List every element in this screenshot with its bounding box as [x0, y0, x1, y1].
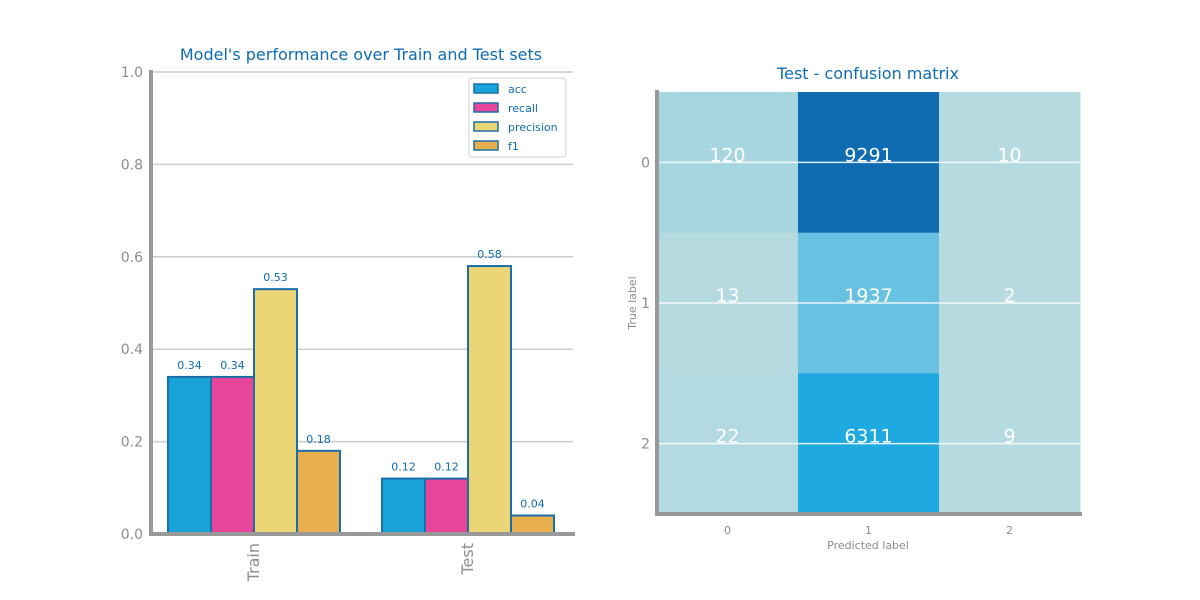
bar-chart: Model's performance over Train and Test …: [121, 45, 575, 582]
y-tick-label: 0.0: [121, 527, 143, 543]
x-tick-label: Test: [458, 543, 477, 576]
bar-data-labels: 0.34 0.34 0.53 0.18 0.12 0.12 0.58 0.04: [177, 248, 545, 510]
data-label: 0.53: [263, 271, 288, 284]
cm-cell-label: 9291: [844, 144, 892, 166]
cm-cell-label: 2: [1003, 285, 1015, 307]
bar-recall-train: [210, 375, 255, 536]
y-tick-label: 1.0: [121, 65, 143, 81]
bar-y-ticks: 0.0 0.2 0.4 0.6 0.8 1.0: [121, 65, 143, 543]
data-label: 0.12: [434, 461, 459, 474]
y-tick-label: 0.4: [121, 342, 143, 358]
bar-chart-title: Model's performance over Train and Test …: [180, 45, 542, 64]
confusion-matrix-axes: [655, 90, 1082, 516]
bar-marks: [167, 265, 555, 536]
cm-cell-label: 6311: [844, 426, 892, 448]
cm-x-tick-label: 0: [724, 524, 731, 537]
legend-label-precision: precision: [508, 121, 558, 134]
bar-f1-test: [510, 514, 555, 536]
y-tick-label: 0.2: [121, 435, 143, 451]
data-label: 0.18: [306, 433, 331, 446]
x-tick-label: Train: [244, 543, 263, 582]
confusion-matrix-title: Test - confusion matrix: [776, 64, 959, 83]
cm-cell-label: 13: [715, 285, 739, 307]
legend-label-acc: acc: [508, 83, 527, 96]
bar-axes: [149, 70, 575, 536]
legend-label-recall: recall: [508, 102, 538, 115]
cm-y-tick-label: 2: [641, 437, 650, 453]
y-axis-label: True label: [626, 276, 639, 330]
legend-swatch-acc: [473, 83, 499, 94]
y-tick-label: 0.6: [121, 250, 143, 266]
data-label: 0.34: [177, 359, 202, 372]
legend-swatch-recall: [473, 102, 499, 113]
cm-cell-label: 1937: [844, 285, 892, 307]
legend-label-f1: f1: [508, 140, 519, 153]
cm-cell-label: 9: [1003, 426, 1015, 448]
bar-acc-test: [381, 477, 426, 535]
cm-x-tick-label: 2: [1006, 524, 1013, 537]
cm-cell-label: 120: [709, 144, 745, 166]
data-label: 0.34: [220, 359, 245, 372]
legend-box: [468, 77, 567, 158]
legend-swatch-f1: [473, 140, 499, 151]
x-axis-label: Predicted label: [827, 539, 909, 552]
data-label: 0.58: [477, 248, 502, 261]
cm-cell-label: 10: [997, 144, 1021, 166]
bar-f1-train: [296, 449, 341, 535]
bar-acc-train: [167, 375, 212, 536]
confusion-matrix-gridlines: [657, 161, 1080, 445]
confusion-matrix-ticks: 0 1 2 0 1 2: [641, 155, 1013, 537]
legend-swatch-precision: [473, 121, 499, 132]
cm-y-tick-label: 1: [641, 296, 650, 312]
cm-x-tick-label: 1: [865, 524, 872, 537]
bar-x-ticks: Train Test: [244, 543, 477, 582]
bar-precision-train: [253, 288, 298, 536]
data-label: 0.12: [391, 461, 416, 474]
y-tick-label: 0.8: [121, 157, 143, 173]
bar-legend: acc recall precision f1: [468, 77, 567, 158]
bar-recall-test: [424, 477, 469, 535]
data-label: 0.04: [520, 498, 545, 511]
bar-precision-test: [467, 265, 512, 535]
cm-y-tick-label: 0: [641, 155, 650, 171]
cm-cell-label: 22: [715, 426, 739, 448]
